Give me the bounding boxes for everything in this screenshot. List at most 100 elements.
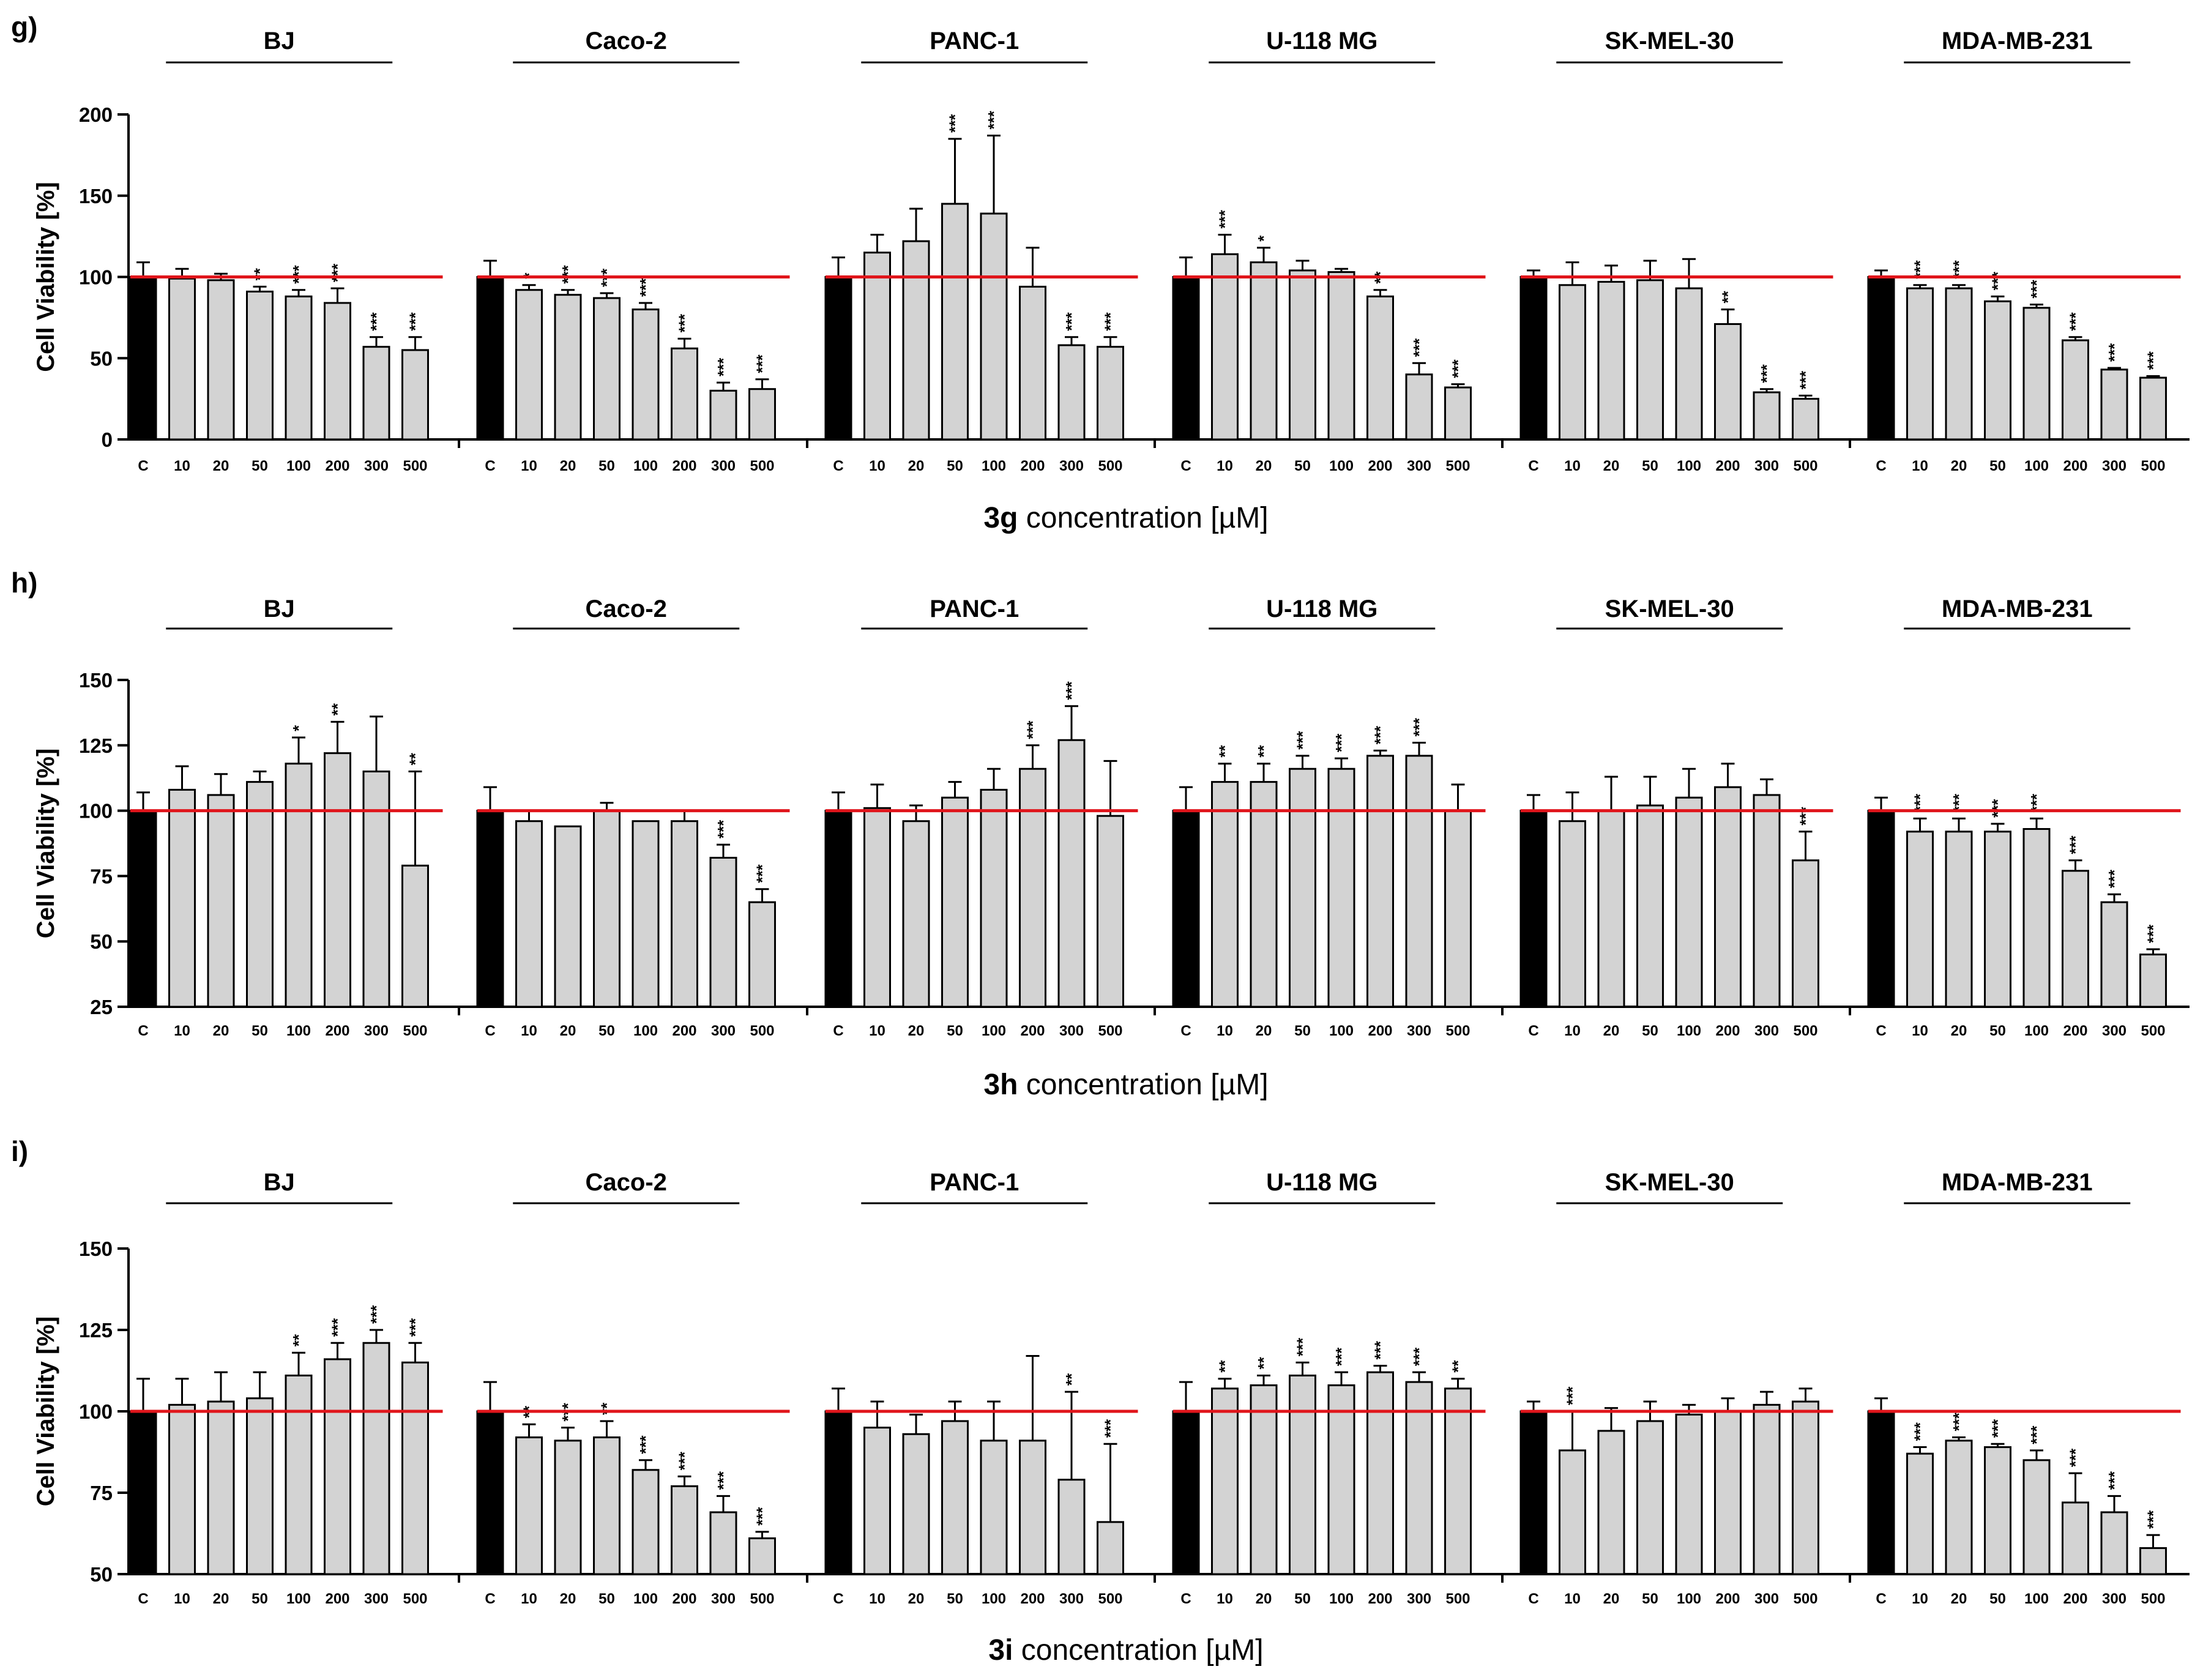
bar (1289, 269, 1316, 441)
bar (1906, 831, 1934, 1008)
significance-marker: ** (329, 703, 347, 715)
bar (748, 388, 776, 441)
bar (2139, 376, 2167, 441)
significance-marker: *** (1758, 364, 1776, 383)
x-tick-label: 100 (1677, 1591, 1701, 1607)
x-tick-label: 500 (1793, 458, 1817, 474)
bar (1211, 781, 1239, 1008)
significance-marker: *** (1062, 681, 1081, 700)
y-axis-label: Cell Viability [%] (32, 182, 59, 371)
compound-name: 3i (988, 1634, 1013, 1667)
x-tick-label: C (1180, 1591, 1191, 1607)
bar (1753, 794, 1781, 1008)
x-tick-label: 100 (633, 1591, 658, 1607)
significance-marker: *** (2027, 1425, 2046, 1444)
bar (1366, 755, 1394, 1008)
significance-marker: *** (1564, 1386, 1582, 1405)
x-tick-label: 10 (521, 458, 537, 474)
x-tick-label: 300 (711, 1591, 736, 1607)
significance-marker: *** (1449, 359, 1467, 378)
significance-marker: *** (1989, 799, 2007, 818)
x-tick-label: 200 (2063, 458, 2087, 474)
x-tick-label: C (1876, 1023, 1886, 1039)
x-tick-label: 300 (2102, 1591, 2127, 1607)
bar (285, 763, 313, 1008)
x-tick-label: 10 (869, 1591, 885, 1607)
x-axis-label: 3g concentration [µM] (983, 502, 1268, 534)
x-tick-label: 10 (1912, 1591, 1928, 1607)
significance-marker: *** (1950, 1412, 1968, 1431)
y-tick-label: 50 (90, 1563, 113, 1586)
x-tick-label: 50 (947, 1591, 963, 1607)
bar (1753, 1403, 1781, 1575)
y-axis-label: Cell Viability [%] (32, 1316, 59, 1506)
bar (1057, 1479, 1086, 1575)
group-name: SK-MEL-30 (1605, 1169, 1734, 1196)
bar (1753, 391, 1781, 441)
group-name: PANC-1 (930, 1169, 1019, 1196)
significance-marker: *** (636, 1435, 655, 1454)
x-tick-label: 20 (908, 458, 925, 474)
x-tick-label: 100 (1677, 458, 1701, 474)
significance-marker: *** (753, 354, 772, 373)
x-tick-label: 10 (1217, 1591, 1233, 1607)
bar (1792, 859, 1819, 1008)
control-bar (824, 1410, 852, 1575)
x-tick-label: 300 (364, 1591, 389, 1607)
x-tick-label: 500 (1445, 458, 1470, 474)
x-tick-label: 200 (672, 458, 696, 474)
x-tick-label: 100 (982, 1023, 1006, 1039)
significance-marker: ** (1216, 1360, 1234, 1373)
x-tick-label: 100 (982, 1591, 1006, 1607)
significance-marker: *** (2105, 343, 2123, 362)
x-tick-label: 200 (1368, 1023, 1392, 1039)
x-tick-label: 10 (869, 458, 885, 474)
y-tick-label: 150 (79, 185, 113, 207)
bar (362, 346, 390, 441)
x-tick-label: 10 (1912, 458, 1928, 474)
bar (1945, 831, 1973, 1008)
bar (324, 1358, 351, 1575)
bar (1597, 810, 1625, 1008)
x-tick-label: 50 (598, 1591, 615, 1607)
significance-marker: ** (1062, 1373, 1081, 1386)
control-bar (476, 1410, 504, 1575)
bar (1444, 1387, 1472, 1575)
bar (863, 1427, 891, 1575)
x-tick-label: 50 (1642, 458, 1658, 474)
significance-marker: *** (676, 1451, 694, 1470)
significance-marker: *** (1294, 731, 1312, 750)
bar (1289, 767, 1316, 1008)
control-bar (129, 810, 157, 1008)
x-tick-label: 500 (2141, 1023, 2165, 1039)
bar (207, 794, 235, 1008)
bar (1327, 1384, 1355, 1575)
bar (1792, 398, 1819, 441)
bar (1675, 796, 1703, 1008)
x-tick-label: 20 (908, 1591, 925, 1607)
x-tick-label: 20 (1951, 458, 1967, 474)
x-tick-label: 300 (1059, 1591, 1084, 1607)
compound-name: 3h (983, 1069, 1018, 1101)
x-tick-label: C (833, 1023, 843, 1039)
x-tick-label: 100 (2024, 1591, 2049, 1607)
bar (1405, 755, 1433, 1008)
x-tick-label: 500 (1098, 1023, 1122, 1039)
significance-marker: *** (559, 265, 577, 284)
x-tick-label: 300 (1754, 458, 1779, 474)
bar (1714, 786, 1742, 1008)
bar (2062, 1501, 2089, 1575)
bar (671, 347, 698, 441)
bar (671, 820, 698, 1008)
bar (1675, 1413, 1703, 1575)
bar (1097, 1521, 1124, 1575)
bar (1327, 271, 1355, 441)
y-tick-label: 100 (79, 266, 113, 289)
control-bar (1172, 810, 1200, 1008)
significance-marker: *** (1911, 1422, 1929, 1441)
significance-marker: *** (406, 312, 425, 330)
bar (324, 752, 351, 1008)
bar (941, 796, 969, 1008)
significance-marker: ** (289, 1334, 308, 1346)
x-tick-label: 200 (1368, 1591, 1392, 1607)
